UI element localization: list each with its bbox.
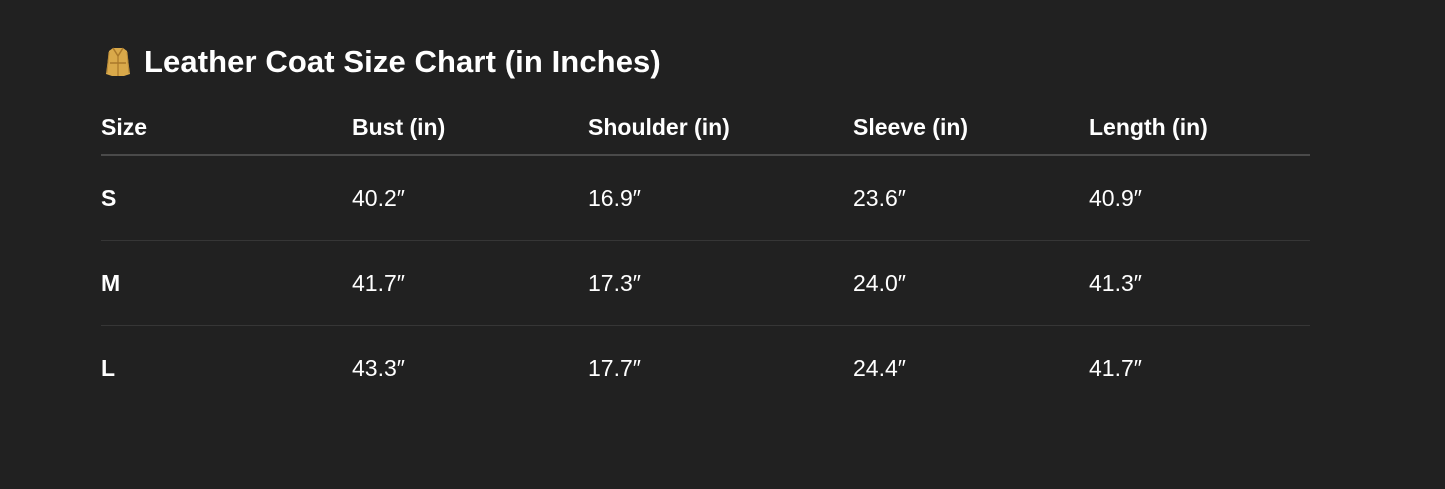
- header-sleeve: Sleeve (in): [853, 100, 1089, 156]
- table-row: M 41.7″ 17.3″ 24.0″ 41.3″: [101, 240, 1310, 326]
- cell-shoulder: 17.3″: [588, 240, 853, 326]
- header-size: Size: [101, 100, 352, 156]
- cell-sleeve: 24.0″: [853, 240, 1089, 326]
- cell-sleeve: 24.4″: [853, 354, 906, 381]
- cell-shoulder: 17.7″: [588, 354, 641, 381]
- header-shoulder: Shoulder (in): [588, 100, 853, 156]
- cell-size: L: [101, 354, 116, 381]
- cell-size: S: [101, 155, 352, 241]
- cell-bust: 40.2″: [352, 155, 588, 241]
- cell-size: M: [101, 240, 352, 326]
- cell-bust: 41.7″: [352, 240, 588, 326]
- page-title: Leather Coat Size Chart (in Inches): [103, 40, 661, 84]
- cell-length: 41.7″: [1089, 354, 1142, 381]
- size-chart-table: Size Bust (in) Shoulder (in) Sleeve (in)…: [101, 100, 1310, 410]
- cell-length: 41.3″: [1089, 240, 1310, 326]
- cell-bust: 43.3″: [352, 354, 405, 381]
- title-text: Leather Coat Size Chart (in Inches): [144, 44, 661, 79]
- cell-length: 40.9″: [1089, 155, 1310, 241]
- header-length: Length (in): [1089, 100, 1310, 156]
- header-bust: Bust (in): [352, 100, 588, 156]
- table-header-row: Size Bust (in) Shoulder (in) Sleeve (in)…: [101, 100, 1310, 156]
- coat-icon: [106, 47, 130, 76]
- table-row: S 40.2″ 16.9″ 23.6″ 40.9″: [101, 155, 1310, 241]
- cell-shoulder: 16.9″: [588, 155, 853, 241]
- cell-sleeve: 23.6″: [853, 155, 1089, 241]
- table-row: L 43.3″ 17.7″ 24.4″ 41.7″: [101, 326, 1310, 411]
